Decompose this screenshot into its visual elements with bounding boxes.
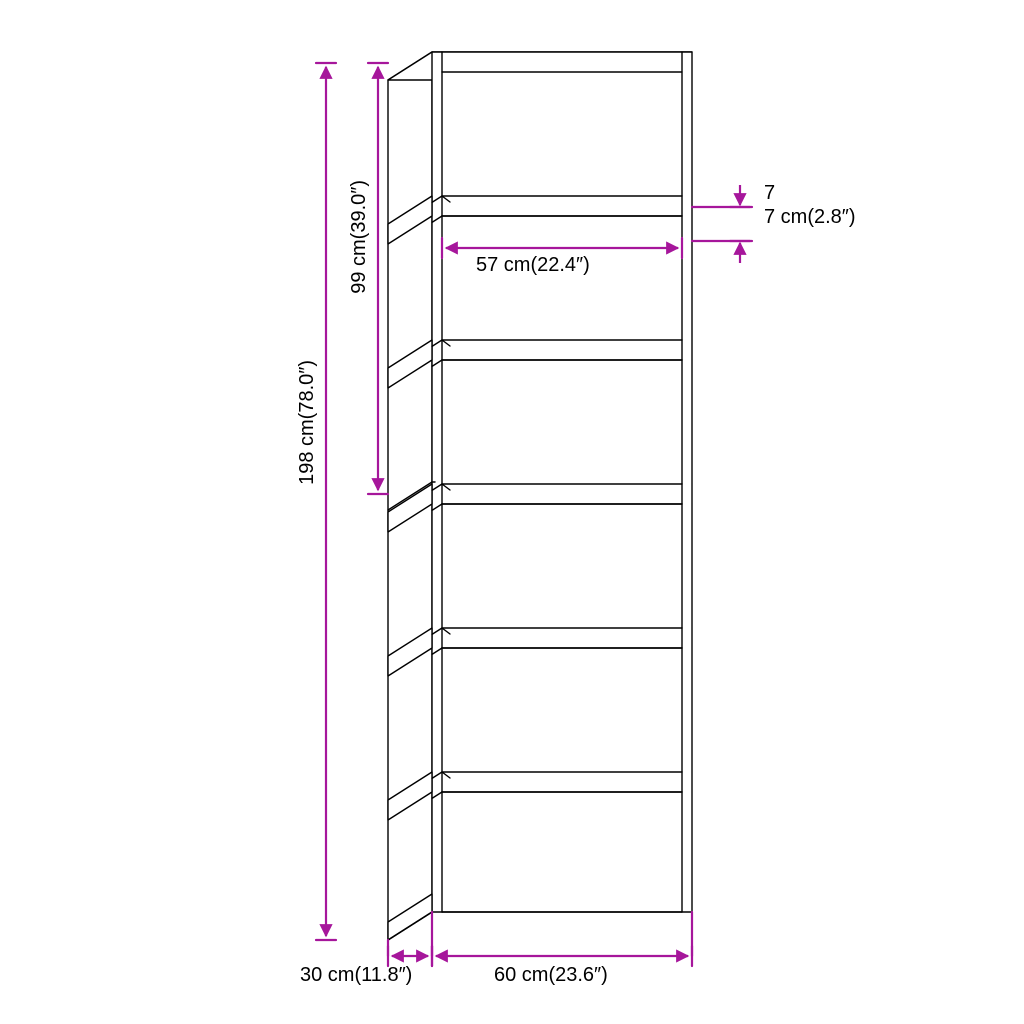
- cabinet-outline: [388, 52, 692, 940]
- label-depth: 30 cm(11.8″): [300, 964, 412, 987]
- label-shelf-gap: 7 cm(2.8″): [764, 206, 856, 229]
- label-outer-width: 60 cm(23.6″): [494, 964, 608, 987]
- label-shelf-gap-top: 7: [764, 182, 775, 205]
- label-inner-width: 57 cm(22.4″): [476, 254, 590, 277]
- label-total-height: 198 cm(78.0″): [296, 360, 319, 485]
- technical-drawing: [0, 0, 1024, 1024]
- label-half-height: 99 cm(39.0″): [348, 180, 371, 294]
